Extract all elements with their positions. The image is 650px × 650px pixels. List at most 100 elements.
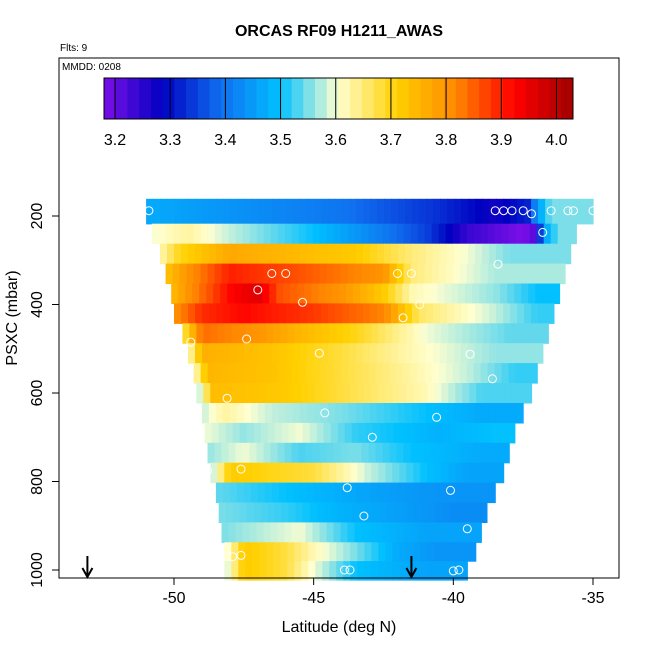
heat-cell bbox=[312, 223, 321, 245]
heat-cell bbox=[481, 403, 490, 424]
heat-cell bbox=[351, 422, 360, 444]
heat-cell bbox=[242, 442, 251, 464]
heat-cell bbox=[315, 561, 323, 581]
heat-cell bbox=[420, 323, 428, 344]
sample-point bbox=[448, 566, 458, 576]
heat-cell bbox=[214, 223, 223, 245]
sample-point bbox=[546, 206, 556, 216]
heat-cell bbox=[321, 343, 329, 364]
heat-cell bbox=[263, 442, 272, 464]
colorbar-swatch bbox=[326, 78, 339, 119]
heat-cell bbox=[396, 522, 405, 543]
heat-cell bbox=[222, 403, 231, 424]
heat-cell bbox=[445, 223, 454, 245]
heat-cell bbox=[325, 283, 333, 304]
sample-point bbox=[588, 206, 598, 216]
heat-cell bbox=[342, 343, 350, 364]
sample-point bbox=[563, 206, 573, 216]
heat-cell bbox=[300, 303, 308, 324]
heat-cell bbox=[273, 323, 281, 344]
heat-cell bbox=[483, 323, 491, 344]
heat-cell bbox=[319, 263, 328, 285]
heat-cell bbox=[244, 243, 252, 265]
heat-cell bbox=[252, 323, 260, 344]
heat-cell bbox=[288, 502, 297, 523]
heat-cell bbox=[272, 243, 280, 265]
heat-cell bbox=[536, 363, 538, 384]
heat-cell bbox=[214, 363, 223, 384]
heat-cell bbox=[273, 542, 281, 562]
heat-cell bbox=[441, 323, 449, 344]
heat-cell bbox=[434, 542, 442, 562]
heat-cell bbox=[385, 561, 393, 581]
heat-cell bbox=[461, 243, 469, 265]
sample-point bbox=[253, 285, 263, 295]
x-axis-label: Latitude (deg N) bbox=[282, 619, 397, 636]
heat-cell bbox=[452, 263, 461, 285]
heat-cell bbox=[207, 363, 216, 384]
heat-cell bbox=[249, 263, 258, 285]
heat-cell bbox=[286, 198, 294, 225]
heat-cell bbox=[203, 323, 211, 344]
heat-cell bbox=[525, 383, 533, 404]
heat-cell bbox=[357, 323, 365, 344]
heat-cell bbox=[315, 462, 323, 484]
heat-cell bbox=[477, 422, 486, 444]
heat-cell bbox=[368, 223, 377, 245]
heat-cell bbox=[298, 263, 307, 285]
heat-cell bbox=[448, 561, 456, 581]
heat-cell bbox=[209, 343, 217, 364]
heat-cell bbox=[482, 303, 490, 324]
heat-cell bbox=[386, 422, 395, 444]
heat-cell bbox=[256, 263, 265, 285]
heat-cell bbox=[487, 263, 496, 285]
heat-cell bbox=[397, 482, 406, 504]
heat-cell bbox=[250, 403, 259, 424]
heat-cell bbox=[322, 542, 330, 562]
heat-cell bbox=[372, 422, 381, 444]
sample-point bbox=[345, 565, 355, 575]
heat-cell bbox=[360, 283, 368, 304]
sample-point bbox=[342, 483, 352, 493]
heat-cell bbox=[258, 303, 266, 324]
heat-cell bbox=[287, 542, 295, 562]
heat-cell bbox=[235, 223, 244, 245]
y-axis-label: PSXC (mbar) bbox=[4, 270, 21, 365]
colorbar-swatch bbox=[209, 78, 222, 119]
heat-cell bbox=[463, 502, 472, 523]
heat-cell bbox=[167, 243, 175, 265]
heat-cell bbox=[384, 243, 392, 265]
colorbar: 3.2 3.3 3.4 3.5 3.6 3.7 3.8 3.9 4.0 bbox=[103, 77, 574, 149]
heat-cell bbox=[215, 403, 224, 424]
heat-cell bbox=[242, 263, 251, 285]
heat-cell bbox=[312, 522, 321, 543]
heat-cell bbox=[200, 263, 209, 285]
heat-cell bbox=[434, 383, 442, 404]
heat-cell bbox=[427, 561, 435, 581]
heat-cell bbox=[369, 403, 378, 424]
heat-cell bbox=[424, 263, 433, 285]
sample-point bbox=[538, 227, 548, 237]
heat-cell bbox=[399, 561, 407, 581]
heat-cell bbox=[277, 363, 286, 384]
heat-cell bbox=[440, 343, 448, 364]
heat-cell bbox=[217, 462, 225, 484]
colorbar-swatch bbox=[174, 78, 187, 119]
heat-cell bbox=[430, 283, 438, 304]
heat-cell bbox=[165, 263, 174, 285]
heat-cell bbox=[287, 462, 295, 484]
heat-cell bbox=[328, 303, 336, 324]
heat-cell bbox=[216, 198, 224, 225]
heat-cell bbox=[468, 198, 476, 225]
heat-cell bbox=[249, 363, 258, 384]
heat-cell bbox=[181, 198, 189, 225]
heat-cell bbox=[510, 303, 518, 324]
heat-cell bbox=[396, 223, 405, 245]
heat-cell bbox=[475, 343, 483, 364]
heat-cell bbox=[346, 283, 354, 304]
heat-cell bbox=[302, 502, 311, 523]
heat-cell bbox=[376, 482, 385, 504]
heat-cell bbox=[208, 403, 217, 424]
heat-cell bbox=[259, 542, 267, 562]
heat-cell bbox=[315, 383, 323, 404]
